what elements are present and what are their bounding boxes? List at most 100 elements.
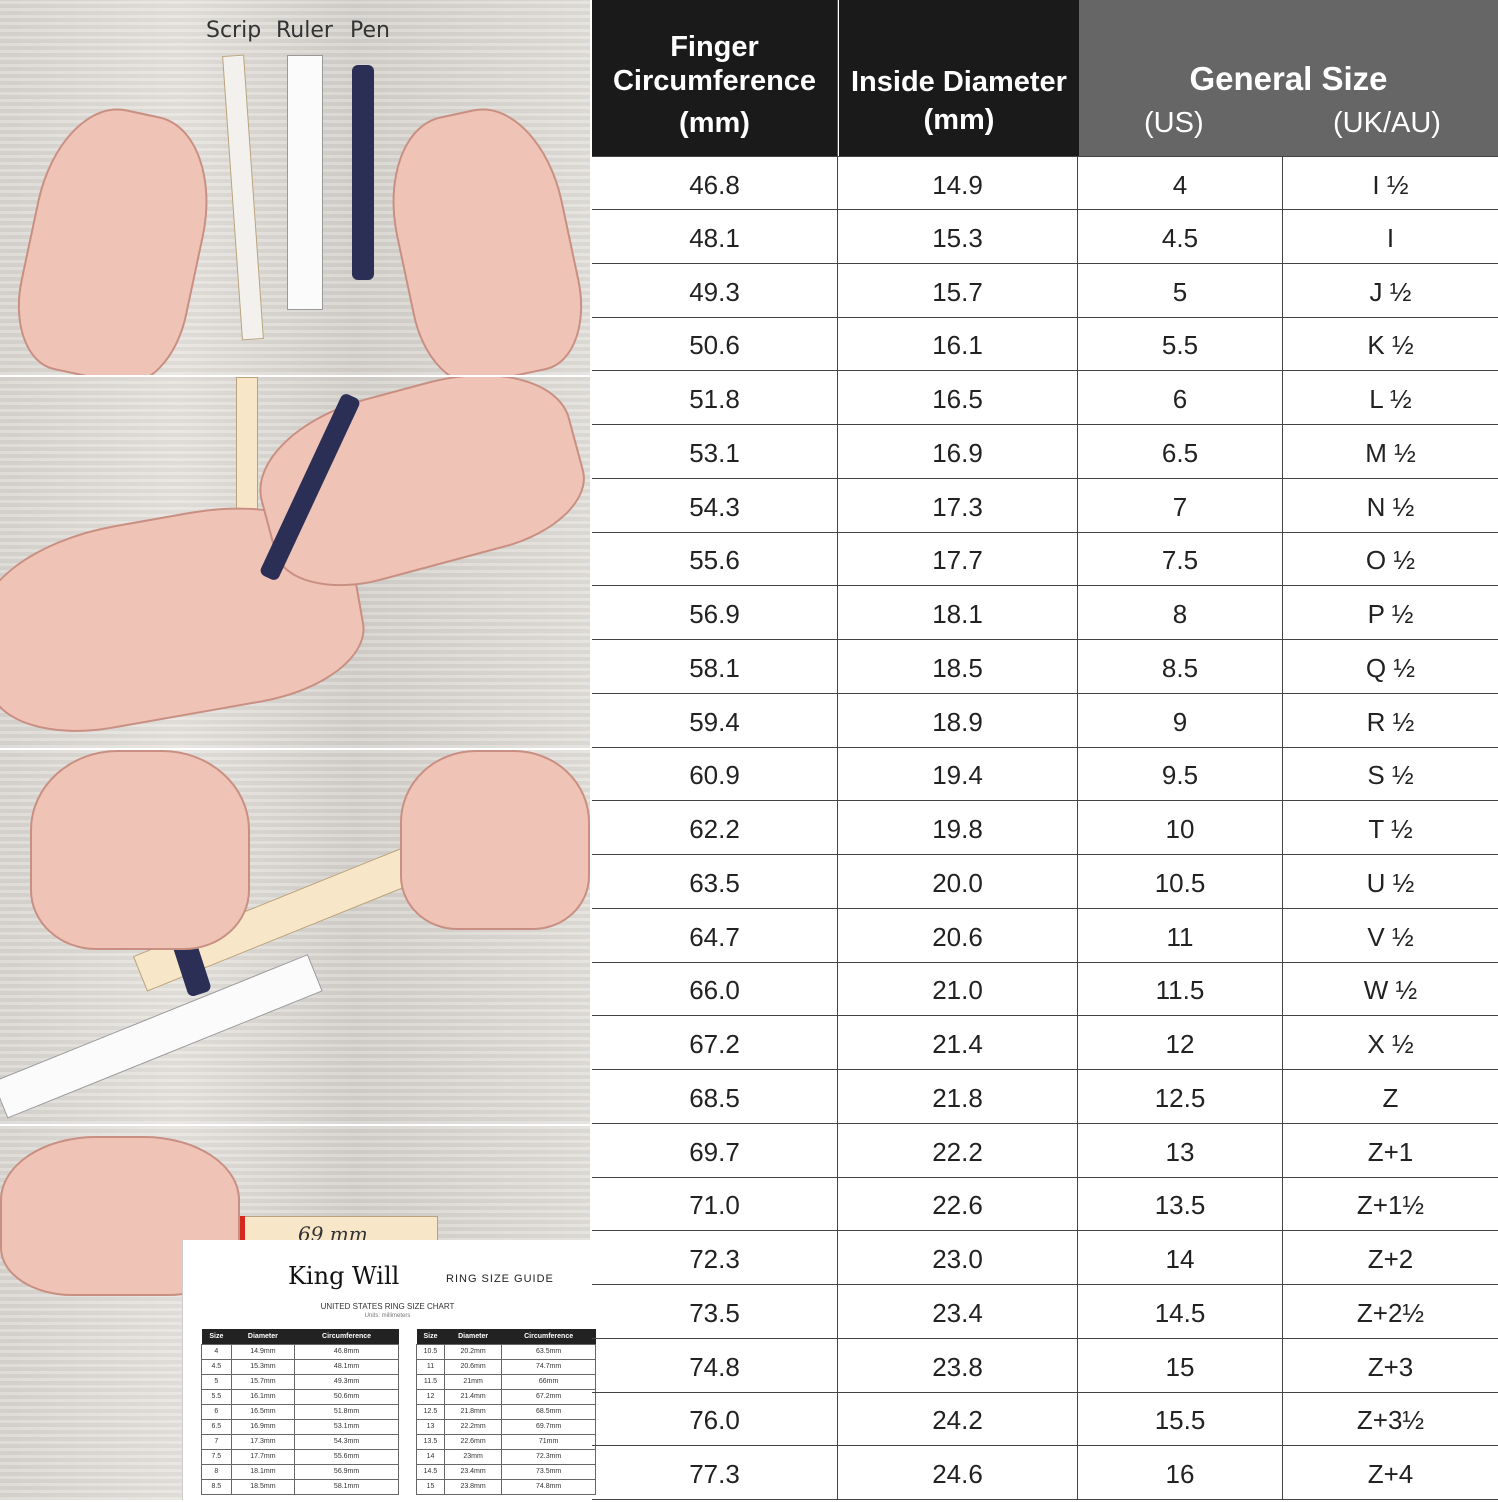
us-size-cell: 15.5	[1078, 1392, 1283, 1447]
table-row: 55.6 17.7 7.5 O ½	[592, 532, 1498, 587]
table-row: 66.0 21.0 11.5 W ½	[592, 962, 1498, 1017]
mini-cell: 69.7mm	[501, 1418, 596, 1435]
mini-cell: 72.3mm	[501, 1448, 596, 1465]
us-size-cell: 12	[1078, 1016, 1283, 1071]
ukau-size-cell: I	[1386, 222, 1395, 253]
table-row: 58.1 18.5 8.5 Q ½	[592, 639, 1498, 694]
diameter-cell: 20.6	[838, 908, 1078, 963]
mini-cell: 46.8mm	[294, 1343, 399, 1360]
mini-cell: 23.4mm	[443, 1463, 503, 1480]
us-size-cell: 6.5	[1078, 424, 1283, 479]
diameter-cell: 16.5	[838, 371, 1078, 426]
us-size-cell: 4.5	[1078, 209, 1283, 264]
mini-row: 4.5 15.3mm 48.1mm	[201, 1358, 399, 1375]
mini-cell: 11	[416, 1358, 445, 1375]
circumference-cell: 58.1	[592, 639, 838, 694]
ukau-size-cell: P ½	[1367, 599, 1414, 630]
mini-cell: 58.1mm	[294, 1478, 399, 1495]
mini-row: 15 23.8mm 74.8mm	[416, 1478, 596, 1495]
us-size-cell: 15	[1078, 1338, 1283, 1393]
us-size-cell: 8.5	[1078, 639, 1283, 694]
mini-cell: 54.3mm	[294, 1433, 399, 1450]
us-size-cell: 16	[1078, 1446, 1283, 1501]
table-row: 77.3 24.6 16 Z+4	[592, 1446, 1498, 1501]
mini-cell: 14.9mm	[230, 1343, 296, 1360]
guide-subtitle: UNITED STATES RING SIZE CHART	[320, 1302, 455, 1311]
mini-row: 14 23mm 72.3mm	[416, 1448, 596, 1465]
table-row: 53.1 16.9 6.5 M ½	[592, 424, 1498, 479]
table-row: 56.9 18.1 8 P ½	[592, 586, 1498, 641]
ukau-size-cell: W ½	[1363, 975, 1418, 1006]
header-text: (mm)	[923, 104, 995, 136]
header-general-size: General Size (US) (UK/AU)	[1079, 0, 1498, 156]
mini-cell: 49.3mm	[294, 1373, 399, 1390]
diameter-cell: 18.5	[838, 639, 1078, 694]
us-size-cell: 5.5	[1078, 317, 1283, 372]
mini-row: 12 21.4mm 67.2mm	[416, 1388, 596, 1405]
diameter-cell: 15.7	[838, 263, 1078, 318]
header-diameter: Inside Diameter (mm)	[839, 0, 1079, 156]
diameter-cell: 22.2	[838, 1123, 1078, 1178]
circumference-cell: 50.6	[592, 317, 838, 372]
us-size-cell: 4	[1078, 157, 1283, 211]
table-row: 74.8 23.8 15 Z+3	[592, 1338, 1498, 1393]
mini-header: Diameter	[444, 1329, 502, 1344]
header-us: (US)	[1144, 107, 1204, 139]
diameter-cell: 22.6	[838, 1177, 1078, 1232]
diameter-cell: 16.1	[838, 317, 1078, 372]
mini-cell: 17.3mm	[230, 1433, 296, 1450]
us-size-cell: 12.5	[1078, 1069, 1283, 1124]
mini-cell: 74.8mm	[501, 1478, 596, 1495]
diameter-cell: 19.8	[838, 801, 1078, 856]
mini-cell: 5	[201, 1373, 232, 1390]
mini-cell: 7.5	[201, 1448, 232, 1465]
us-size-cell: 10.5	[1078, 854, 1283, 909]
hand	[400, 750, 590, 930]
circumference-cell: 68.5	[592, 1069, 838, 1124]
diameter-cell: 17.7	[838, 532, 1078, 587]
us-size-cell: 5	[1078, 263, 1283, 318]
ukau-size-cell: N ½	[1366, 491, 1415, 522]
mini-table-right: Size Diameter Circumference 10.5 20.2mm 63.5m…	[416, 1329, 596, 1495]
circumference-cell: 64.7	[592, 908, 838, 963]
mini-row: 8 18.1mm 56.9mm	[201, 1463, 399, 1480]
diameter-cell: 16.9	[838, 424, 1078, 479]
mini-cell: 4.5	[201, 1358, 232, 1375]
mini-header: Size	[201, 1329, 232, 1344]
us-size-cell: 9.5	[1078, 747, 1283, 802]
step-wrap-panel	[0, 377, 590, 748]
diameter-cell: 19.4	[838, 747, 1078, 802]
ukau-size-cell: I ½	[1372, 170, 1409, 200]
ukau-size-cell: Z+1½	[1356, 1190, 1425, 1221]
ukau-size-cell: Z+3½	[1356, 1405, 1425, 1436]
circumference-cell: 77.3	[592, 1446, 838, 1501]
mini-cell: 15	[416, 1478, 445, 1495]
table-row: 51.8 16.5 6 L ½	[592, 371, 1498, 426]
mini-cell: 71mm	[501, 1433, 596, 1450]
circumference-cell: 63.5	[592, 854, 838, 909]
table-row: 71.0 22.6 13.5 Z+1½	[592, 1177, 1498, 1232]
table-row: 59.4 18.9 9 R ½	[592, 693, 1498, 748]
table-row: 62.2 19.8 10 T ½	[592, 801, 1498, 856]
mini-row: 5 15.7mm 49.3mm	[201, 1373, 399, 1390]
us-size-cell: 7	[1078, 478, 1283, 533]
table-row: 76.0 24.2 15.5 Z+3½	[592, 1392, 1498, 1447]
mini-cell: 48.1mm	[294, 1358, 399, 1375]
ukau-size-cell: J ½	[1369, 276, 1412, 307]
mini-row: 12.5 21.8mm 68.5mm	[416, 1403, 596, 1420]
circumference-cell: 67.2	[592, 1016, 838, 1071]
mini-cell: 8	[201, 1463, 232, 1480]
diameter-cell: 24.2	[838, 1392, 1078, 1447]
mini-cell: 66mm	[501, 1373, 596, 1390]
mini-cell: 21mm	[443, 1373, 503, 1390]
mini-cell: 13.5	[416, 1433, 445, 1450]
circumference-cell: 48.1	[592, 209, 838, 264]
mini-cell: 18.5mm	[230, 1478, 296, 1495]
ukau-size-cell: K ½	[1367, 330, 1414, 361]
mini-row: 5.5 16.1mm 50.6mm	[201, 1388, 399, 1405]
ukau-size-cell: R ½	[1366, 706, 1415, 737]
mini-header: Size	[416, 1329, 445, 1344]
table-row: 63.5 20.0 10.5 U ½	[592, 854, 1498, 909]
mini-cell: 18.1mm	[230, 1463, 296, 1480]
header-circumference: Finger Circumference (mm)	[592, 0, 838, 156]
